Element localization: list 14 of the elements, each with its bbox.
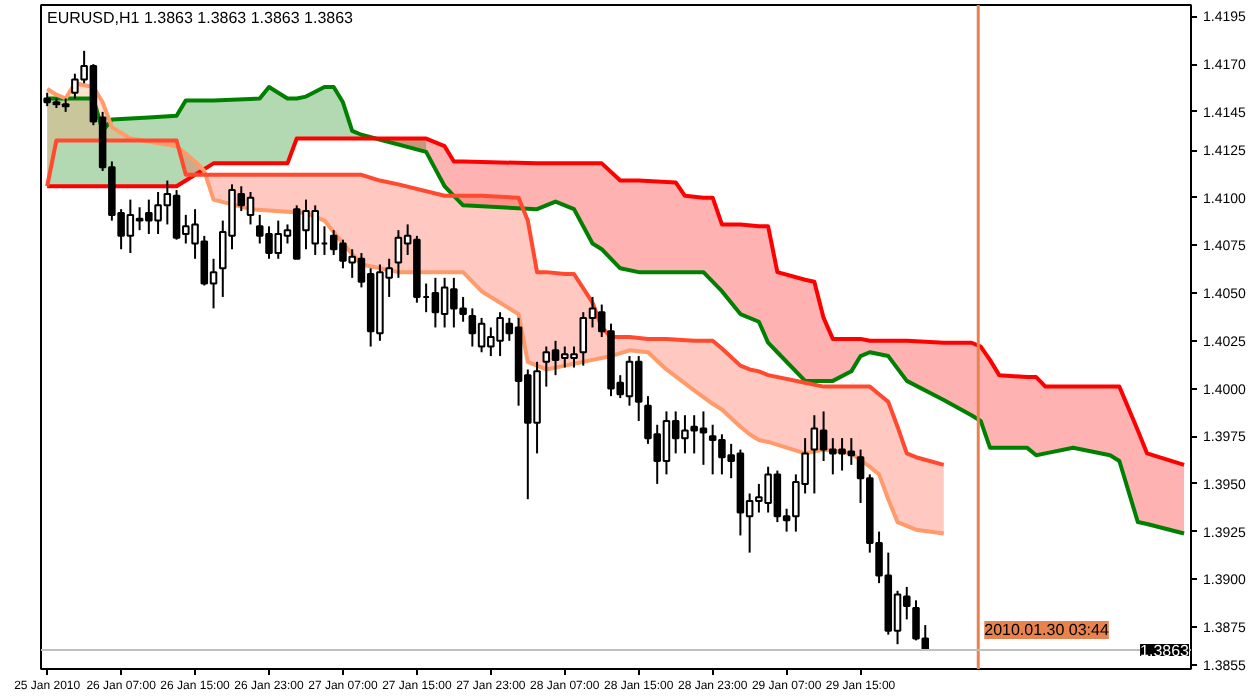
chart-title: EURUSD,H1 1.3863 1.3863 1.3863 1.3863 [47, 9, 355, 27]
candlestick [431, 276, 440, 329]
line-series [45, 136, 1187, 467]
ref-line-label: 2010.01.30 03:44 [984, 621, 1110, 639]
candlestick [579, 311, 588, 367]
line-series [45, 85, 1187, 536]
candlestick [810, 414, 819, 495]
candlestick [468, 307, 477, 348]
line-series [45, 81, 946, 536]
ref-line-label: 1.3863 [1140, 641, 1191, 660]
candlestick [634, 355, 643, 422]
candlestick [542, 345, 551, 388]
line-series [45, 138, 946, 467]
candlestick [394, 229, 403, 279]
